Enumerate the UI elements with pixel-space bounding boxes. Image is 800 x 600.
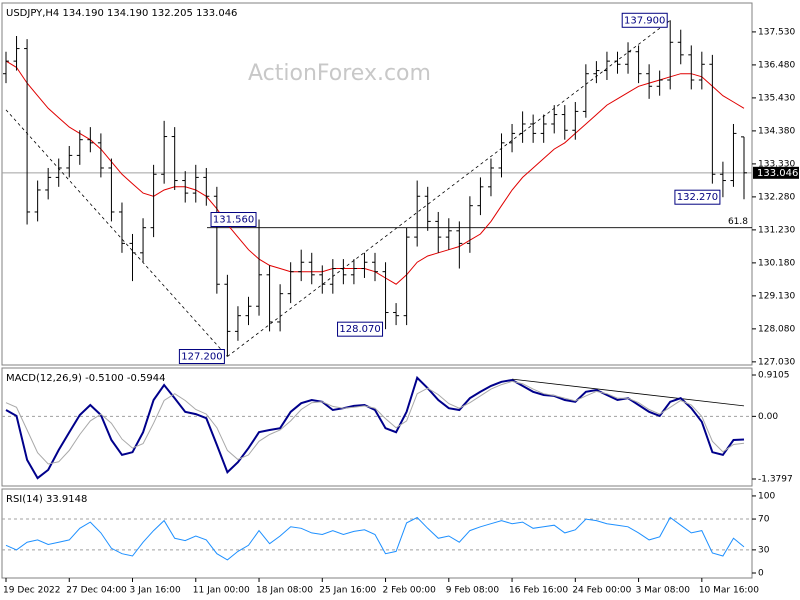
x-tick-label: 3 Jan 16:00: [130, 586, 182, 596]
y-tick-label: 134.380: [758, 126, 795, 136]
y-tick-label: 137.530: [758, 27, 795, 37]
current-price-box: [753, 166, 799, 179]
x-tick-label: 2 Feb 00:00: [383, 586, 437, 596]
panel-frame: [1, 488, 753, 579]
y-tick-label: 0.9105: [758, 371, 790, 381]
x-tick-label: 9 Feb 08:00: [446, 586, 500, 596]
y-tick-label: 132.280: [758, 192, 795, 202]
x-tick-label: 10 Mar 16:00: [699, 586, 759, 596]
y-tick-label: 127.030: [758, 357, 795, 367]
annotation-box: [674, 189, 721, 205]
indicator-line: [5, 516, 745, 561]
y-tick-label: 131.230: [758, 225, 795, 235]
panel-title: USDJPY,H4 134.190 134.190 132.205 133.04…: [6, 8, 237, 19]
x-tick-label: 3 Mar 08:00: [636, 586, 691, 596]
annotation-label: 127.200: [181, 352, 222, 363]
indicator-line: [5, 380, 745, 465]
y-tick-label: 30: [758, 545, 770, 555]
y-tick-label: 133.330: [758, 159, 795, 169]
annotation-label: 128.070: [339, 324, 380, 335]
x-tick-label: 11 Jan 00:00: [193, 586, 250, 596]
x-tick-label: 24 Feb 00:00: [572, 586, 631, 596]
trend-line: [5, 109, 228, 357]
annotation-box: [621, 12, 668, 28]
y-tick-label: 136.480: [758, 60, 795, 70]
current-price-label: 133.046: [757, 168, 798, 179]
x-tick-label: 18 Jan 08:00: [256, 586, 313, 596]
y-tick-label: -1.3797: [758, 474, 793, 484]
annotation-label: 132.270: [677, 192, 718, 203]
panel-title: MACD(12,26,9) -0.5100 -0.5944: [6, 373, 166, 384]
fib-level-label: 61.8: [728, 217, 748, 227]
y-tick-label: 135.430: [758, 93, 795, 103]
x-tick-label: 16 Feb 16:00: [509, 586, 568, 596]
annotation-box: [178, 349, 225, 365]
indicator-line: [5, 375, 745, 480]
y-tick-label: 70: [758, 515, 770, 525]
x-tick-label: 27 Dec 04:00: [66, 586, 127, 596]
trend-line: [512, 378, 745, 407]
panel-frame: [1, 367, 753, 487]
y-tick-label: 0.00: [758, 412, 778, 422]
annotation-label: 131.560: [213, 215, 254, 226]
panel-frame: [1, 2, 753, 366]
y-tick-label: 128.080: [758, 324, 795, 334]
y-tick-label: 100: [758, 491, 775, 501]
x-tick-label: 19 Dec 2022: [3, 586, 61, 596]
y-tick-label: 0: [758, 568, 764, 578]
x-tick-label: 25 Jan 16:00: [319, 586, 376, 596]
annotation-box: [210, 212, 257, 228]
y-tick-label: 129.130: [758, 291, 795, 301]
y-tick-label: 130.180: [758, 258, 795, 268]
watermark: ActionForex.com: [248, 61, 431, 86]
annotation-box: [337, 321, 384, 337]
annotation-label: 137.900: [624, 15, 665, 26]
panel-title: RSI(14) 33.9148: [6, 494, 87, 505]
